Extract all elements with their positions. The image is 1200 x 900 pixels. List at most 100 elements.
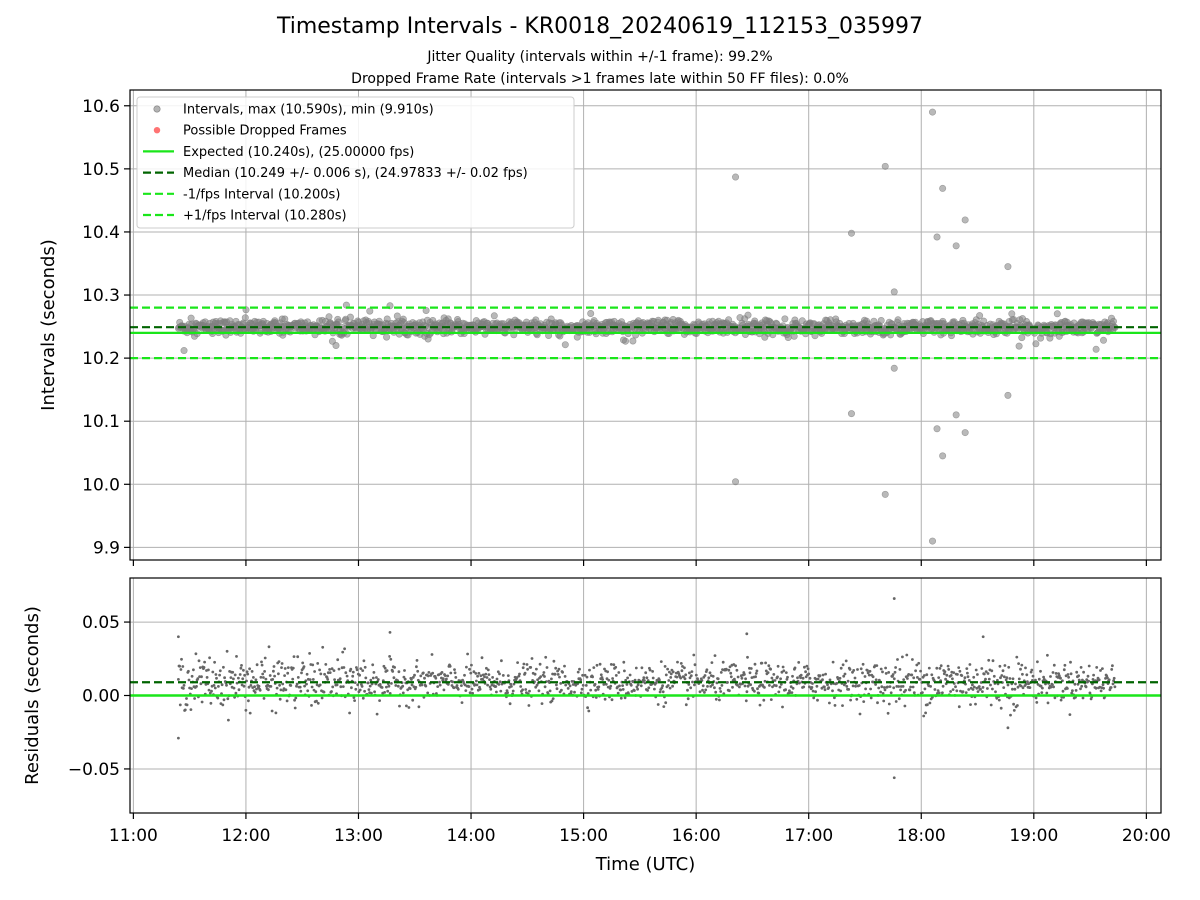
residual-point bbox=[522, 662, 526, 666]
residual-point bbox=[607, 678, 611, 682]
residual-point bbox=[298, 685, 302, 689]
residual-point bbox=[556, 673, 560, 676]
residual-point bbox=[828, 701, 831, 705]
residual-point bbox=[262, 697, 266, 700]
residual-point bbox=[671, 670, 675, 674]
residual-point bbox=[424, 684, 428, 688]
residual-point bbox=[894, 666, 897, 669]
residual-point bbox=[954, 685, 957, 689]
residual-point bbox=[629, 683, 633, 687]
residual-point bbox=[1021, 686, 1025, 690]
residual-point bbox=[1054, 672, 1058, 675]
residual-outlier-point bbox=[388, 630, 392, 634]
residual-point bbox=[485, 676, 489, 679]
residual-point bbox=[262, 676, 265, 679]
residual-point bbox=[597, 685, 601, 689]
residual-point bbox=[293, 698, 296, 702]
residual-point bbox=[706, 685, 709, 688]
residual-point bbox=[539, 675, 543, 678]
residual-point bbox=[187, 669, 190, 673]
residual-point bbox=[848, 668, 852, 671]
residual-point bbox=[858, 712, 862, 716]
residual-point bbox=[1110, 668, 1114, 671]
residual-point bbox=[648, 668, 652, 672]
residual-point bbox=[241, 677, 245, 681]
residual-point bbox=[479, 674, 483, 678]
residual-point bbox=[709, 685, 713, 688]
residual-point bbox=[617, 671, 621, 674]
residual-point bbox=[968, 663, 972, 666]
residual-point bbox=[486, 683, 489, 687]
residual-point bbox=[274, 711, 278, 715]
residual-point bbox=[243, 673, 247, 677]
residual-point bbox=[280, 666, 283, 669]
x-tick-label: 20:00 bbox=[1122, 826, 1171, 846]
residual-point bbox=[563, 664, 566, 668]
residual-point bbox=[744, 699, 748, 703]
residual-point bbox=[467, 685, 471, 688]
residual-point bbox=[296, 676, 300, 679]
residual-point bbox=[255, 687, 258, 691]
residual-point bbox=[982, 672, 986, 676]
residual-point bbox=[1046, 653, 1049, 657]
residual-point bbox=[387, 684, 391, 688]
residual-point bbox=[573, 690, 576, 694]
residual-point bbox=[593, 682, 597, 686]
residual-point bbox=[557, 667, 561, 671]
residual-point bbox=[408, 687, 412, 690]
residual-point bbox=[466, 652, 469, 656]
residual-point bbox=[930, 673, 934, 677]
residual-point bbox=[543, 685, 547, 689]
residual-point bbox=[588, 668, 591, 672]
residual-point bbox=[199, 682, 203, 686]
residual-point bbox=[899, 688, 902, 692]
residual-point bbox=[214, 673, 218, 676]
residual-point bbox=[248, 667, 252, 671]
residual-point bbox=[884, 666, 887, 670]
residual-point bbox=[217, 685, 220, 688]
residual-point bbox=[967, 679, 971, 682]
interval-point bbox=[790, 332, 798, 340]
residual-point bbox=[318, 683, 322, 687]
residual-point bbox=[684, 673, 688, 677]
residual-point bbox=[182, 684, 186, 687]
residual-point bbox=[1073, 682, 1077, 686]
residual-point bbox=[949, 674, 953, 677]
interval-point bbox=[621, 337, 629, 345]
residual-point bbox=[651, 670, 654, 673]
residual-point bbox=[773, 679, 777, 682]
interval-outlier-point bbox=[933, 425, 941, 433]
residual-point bbox=[808, 685, 811, 689]
interval-outlier-point bbox=[939, 184, 947, 192]
residual-point bbox=[436, 685, 440, 688]
residual-point bbox=[472, 670, 476, 674]
residual-point bbox=[1092, 673, 1095, 677]
top-y-tick-label: 10.0 bbox=[82, 475, 120, 495]
residual-point bbox=[704, 688, 708, 692]
residual-point bbox=[647, 686, 651, 690]
residual-point bbox=[189, 708, 193, 711]
residual-point bbox=[178, 664, 182, 668]
residual-point bbox=[1097, 678, 1101, 682]
residual-point bbox=[283, 674, 286, 677]
residual-point bbox=[355, 668, 359, 672]
residual-point bbox=[249, 684, 253, 687]
residual-point bbox=[353, 681, 357, 684]
residual-point bbox=[731, 685, 734, 689]
residual-point bbox=[275, 686, 279, 690]
residual-point bbox=[411, 676, 415, 679]
residual-point bbox=[407, 706, 411, 709]
residual-point bbox=[415, 665, 418, 669]
residual-point bbox=[363, 665, 367, 669]
residual-point bbox=[909, 685, 912, 689]
residual-point bbox=[998, 664, 1002, 668]
residual-point bbox=[481, 677, 484, 681]
residual-point bbox=[1020, 663, 1024, 667]
residual-point bbox=[586, 692, 590, 695]
residual-point bbox=[272, 665, 276, 668]
residual-point bbox=[676, 660, 679, 664]
residual-point bbox=[1099, 669, 1102, 672]
residual-point bbox=[426, 691, 430, 695]
residual-point bbox=[798, 681, 801, 685]
residual-point bbox=[987, 677, 991, 681]
